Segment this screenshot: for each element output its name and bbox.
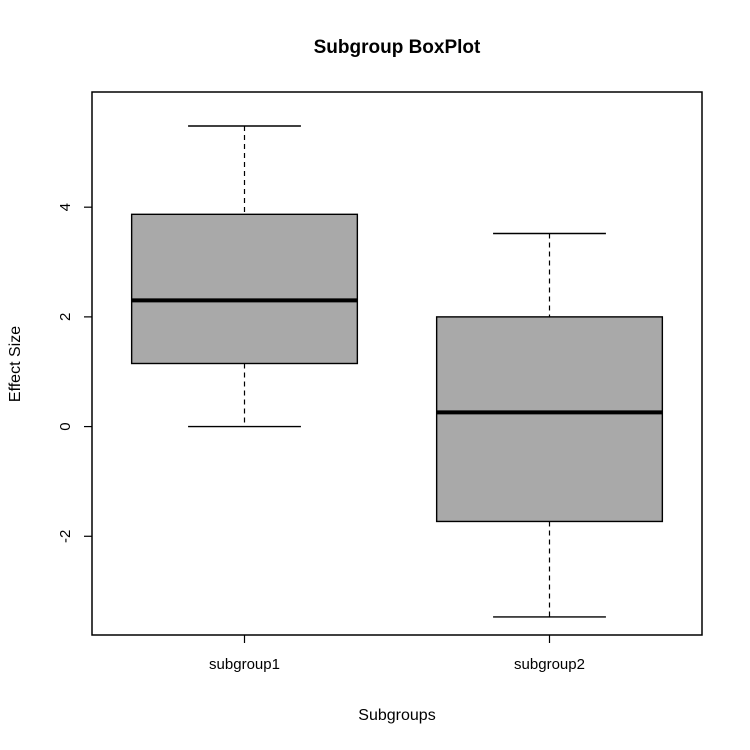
plot-frame [91, 91, 703, 636]
x-tick-label-subgroup2: subgroup2 [514, 656, 585, 673]
box-group [130, 125, 664, 618]
x-tick-label-subgroup1: subgroup1 [209, 656, 280, 673]
y-axis: -2 0 2 4 [57, 203, 92, 543]
box-subgroup2 [435, 232, 664, 618]
y-tick-label: 4 [57, 203, 74, 211]
chart-title: Subgroup BoxPlot [314, 37, 481, 58]
iqr-box [130, 213, 359, 365]
x-axis-label: Subgroups [358, 707, 435, 724]
iqr-box [435, 316, 664, 523]
y-tick-label: -2 [57, 530, 74, 543]
y-tick-label: 2 [57, 313, 74, 321]
x-axis: subgroup1 subgroup2 [209, 635, 585, 673]
y-tick-label: 0 [57, 422, 74, 430]
box-subgroup1 [130, 125, 359, 428]
y-axis-label: Effect Size [7, 326, 24, 402]
